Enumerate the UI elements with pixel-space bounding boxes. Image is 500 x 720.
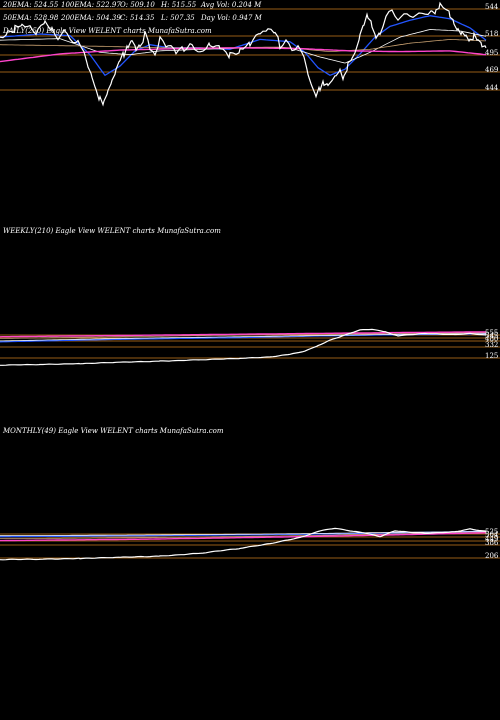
stat-day-vol: Day Vol: 0.947 M (200, 14, 263, 22)
stat-high: H: 515.55 (160, 1, 197, 9)
monthly-panel-title: MONTHLY(49) Eagle View WELENT charts Mun… (2, 427, 224, 435)
monthly-level-label: 386 (485, 539, 499, 547)
stat-100ema: 100EMA: 522.97 (61, 1, 121, 9)
monthly-level-label: 525 (485, 528, 498, 536)
daily-level-label: 518 (485, 30, 498, 38)
monthly-ema20-line (0, 530, 486, 538)
weekly-level-label: 480 (485, 335, 498, 343)
weekly-ema200-line (0, 331, 486, 338)
weekly-level-label: 545 (485, 332, 498, 340)
stat-20ema: 20EMA: 524.55 (2, 1, 59, 9)
weekly-ema50-line (0, 333, 486, 342)
monthly-level-label: 449 (485, 535, 498, 543)
daily-level-label: 544 (485, 3, 499, 11)
weekly-panel-title: WEEKLY(210) Eagle View WELENT charts Mun… (3, 227, 221, 235)
monthly-price-line (0, 527, 487, 561)
weekly-level-label: 555 (485, 329, 498, 337)
daily-level-label: 495 (485, 49, 498, 57)
daily-level-label: 444 (485, 84, 499, 92)
weekly-price-line (0, 328, 487, 366)
stat-avg-vol: Avg Vol: 0.204 M (200, 1, 262, 9)
monthly-level-label: 206 (485, 552, 499, 560)
monthly-level-label: 504 (485, 531, 499, 539)
weekly-level-label: 125 (485, 352, 498, 360)
weekly-ema100-line (0, 332, 486, 339)
monthly-ema200-line (0, 532, 486, 542)
stat-200ema: 200EMA: 504.39 (60, 14, 121, 22)
stat-close: C: 514.35 (120, 14, 155, 22)
daily-panel-title: DAILY(250) Eagle View WELENT charts Muna… (2, 27, 212, 35)
daily-price-line (0, 1, 487, 107)
stats-row-1: 20EMA: 524.55 100EMA: 522.97 O: 509.10 H… (2, 1, 262, 9)
monthly-ema100-line (0, 531, 486, 539)
stat-low: L: 507.35 (160, 14, 195, 22)
daily-panel: 544 518 495 469 444 (0, 1, 500, 107)
weekly-level-label: 332 (485, 341, 498, 349)
stats-row-2: 50EMA: 528.98 200EMA: 504.39 C: 514.35 L… (3, 14, 263, 22)
stat-50ema: 50EMA: 528.98 (3, 14, 59, 22)
daily-level-label: 469 (485, 66, 498, 74)
stat-open: O: 509.10 (120, 1, 155, 9)
